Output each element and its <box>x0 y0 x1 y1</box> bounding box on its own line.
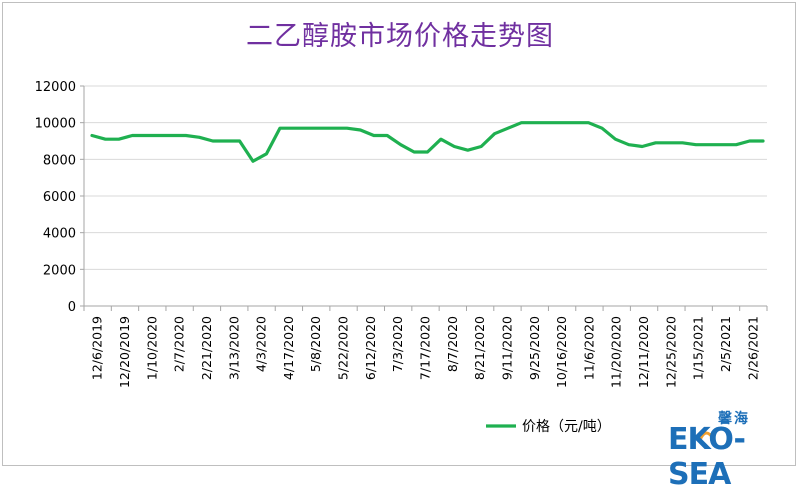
x-tick-label: 5/8/2020 <box>308 316 323 372</box>
y-tick-label: 8000 <box>43 153 76 168</box>
chart-title: 二乙醇胺市场价格走势图 <box>246 21 554 52</box>
series-lines <box>90 121 765 163</box>
x-tick-label: 2/5/2021 <box>718 316 733 372</box>
y-tick-labels: 0 2000 4000 6000 8000 10000 12000 <box>35 80 76 315</box>
x-tick-labels: 12/6/2019 12/20/2019 1/10/2020 2/7/2020 2/21… <box>90 316 761 388</box>
logo-chinese-text: 馨海 <box>718 411 750 427</box>
x-tick-label: 1/15/2021 <box>691 316 706 380</box>
y-tick-label: 10000 <box>35 117 76 132</box>
eko-sea-logo: 馨海 EKO-SEA <box>668 408 778 492</box>
logo-accent-mark <box>698 431 716 441</box>
series-line <box>90 121 765 163</box>
x-tick-label: 2/26/2021 <box>745 316 760 380</box>
x-tick-label: 6/12/2020 <box>363 316 378 380</box>
x-tick-label: 5/22/2020 <box>336 316 351 380</box>
x-tick-label: 11/6/2020 <box>581 316 596 380</box>
x-tick-label: 9/11/2020 <box>499 316 514 380</box>
x-tick-label: 8/21/2020 <box>472 316 487 380</box>
y-tick-label: 12000 <box>35 80 76 95</box>
x-tick-label: 7/3/2020 <box>390 316 405 372</box>
legend-label: 价格（元/吨） <box>522 419 611 435</box>
chart-frame <box>2 2 796 466</box>
legend: 价格（元/吨） <box>486 419 611 435</box>
x-tick-label: 2/7/2020 <box>172 316 187 372</box>
x-tick-label: 8/7/2020 <box>445 316 460 372</box>
x-tick-label: 11/20/2020 <box>609 316 624 388</box>
axes <box>80 85 768 311</box>
x-tick-label: 1/10/2020 <box>144 316 159 380</box>
x-tick-label: 3/13/2020 <box>226 316 241 380</box>
x-tick-label: 12/25/2020 <box>663 316 678 388</box>
x-tick-label: 7/17/2020 <box>418 316 433 380</box>
gridlines <box>84 85 767 270</box>
x-tick-label: 4/17/2020 <box>281 316 296 380</box>
x-tick-label: 10/16/2020 <box>554 316 569 388</box>
y-tick-label: 4000 <box>43 227 76 242</box>
y-tick-label: 0 <box>68 300 76 315</box>
x-tick-label: 2/21/2020 <box>199 316 214 380</box>
y-tick-label: 2000 <box>43 263 76 278</box>
x-tick-label: 12/6/2019 <box>90 316 105 380</box>
x-tick-label: 12/20/2019 <box>117 316 132 388</box>
y-tick-label: 6000 <box>43 190 76 205</box>
logo-english-text: EKO-SEA <box>668 422 746 492</box>
x-tick-label: 12/11/2020 <box>636 316 651 388</box>
x-tick-label: 4/3/2020 <box>254 316 269 372</box>
x-tick-label: 9/25/2020 <box>527 316 542 380</box>
